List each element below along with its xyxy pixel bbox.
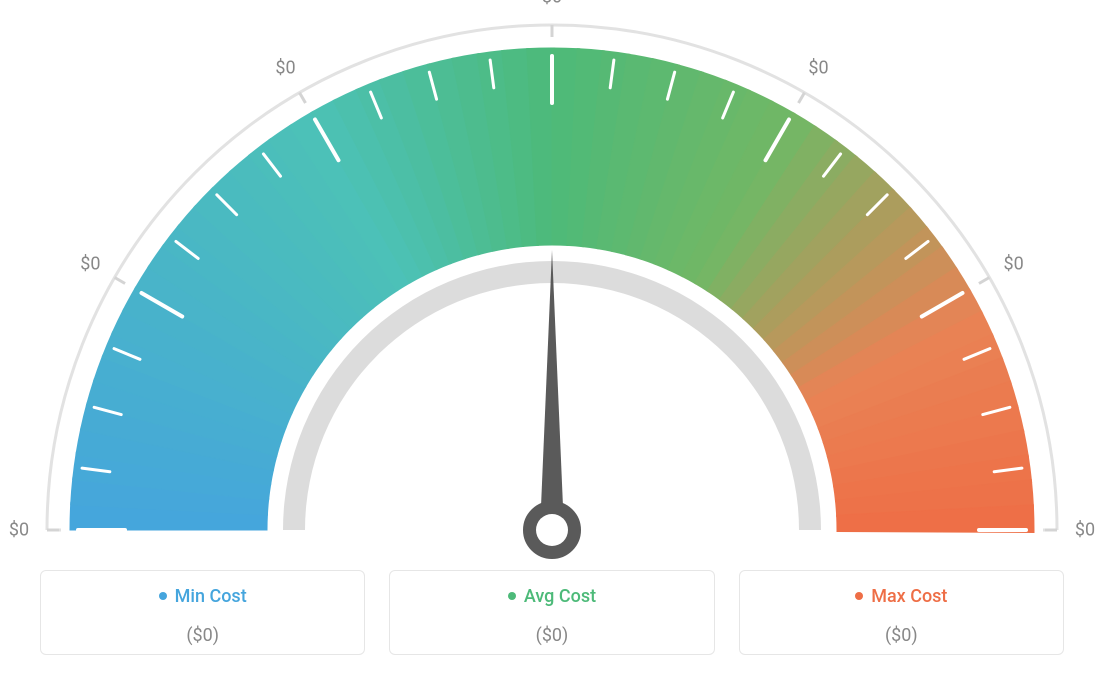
legend-dot-avg xyxy=(508,592,516,600)
gauge-scale-label: $0 xyxy=(1003,253,1023,274)
gauge-scale-label: $0 xyxy=(542,0,562,8)
legend-box-max: Max Cost ($0) xyxy=(739,570,1064,655)
legend-dot-max xyxy=(855,592,863,600)
gauge-chart: $0 $0 $0 $0 $0 $0 $0 xyxy=(0,0,1104,560)
legend-row: Min Cost ($0) Avg Cost ($0) Max Cost ($0… xyxy=(0,570,1104,655)
gauge-scale-label: $0 xyxy=(80,253,100,274)
legend-value-max: ($0) xyxy=(740,625,1063,646)
gauge-svg xyxy=(0,0,1104,560)
legend-text-min: Min Cost xyxy=(175,586,247,607)
legend-label-avg: Avg Cost xyxy=(508,586,596,607)
legend-text-max: Max Cost xyxy=(871,586,947,607)
legend-label-min: Min Cost xyxy=(159,586,247,607)
gauge-scale-label: $0 xyxy=(808,58,828,79)
legend-box-min: Min Cost ($0) xyxy=(40,570,365,655)
legend-text-avg: Avg Cost xyxy=(524,586,596,607)
gauge-scale-label: $0 xyxy=(275,58,295,79)
gauge-scale-label: $0 xyxy=(9,520,29,541)
legend-box-avg: Avg Cost ($0) xyxy=(389,570,714,655)
legend-dot-min xyxy=(159,592,167,600)
legend-label-max: Max Cost xyxy=(855,586,947,607)
legend-value-min: ($0) xyxy=(41,625,364,646)
legend-value-avg: ($0) xyxy=(390,625,713,646)
gauge-scale-label: $0 xyxy=(1075,520,1095,541)
